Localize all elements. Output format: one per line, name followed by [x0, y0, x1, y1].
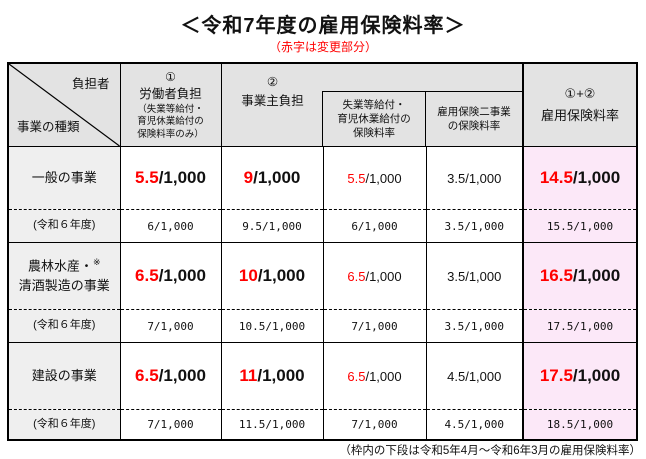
previous-rate-cell: 3.5/1,000 — [425, 209, 524, 243]
change-note: （赤字は変更部分） — [268, 40, 377, 54]
previous-year-label: (令和６年度) — [7, 309, 121, 343]
previous-rate-cell: 7/1,000 — [119, 309, 222, 343]
employer-two-services-rate-cell: 4.5/1,000 — [425, 342, 524, 410]
previous-total-rate-cell: 17.5/1,000 — [522, 309, 638, 343]
table-row-general: 一般の事業 5.5/1,000 9/1,000 5.5/1,000 3.5/1,… — [7, 146, 638, 210]
employer-benefit-rate-cell: 6.5/1,000 — [322, 242, 427, 310]
diagonal-divider — [9, 64, 119, 146]
previous-rate-cell: 7/1,000 — [322, 309, 427, 343]
total-rate-cell: 14.5/1,000 — [522, 146, 638, 210]
total-rate-cell: 16.5/1,000 — [522, 242, 638, 310]
total-rate-header: ①+② 雇用保険料率 — [522, 62, 638, 147]
previous-rate-cell: 7/1,000 — [322, 409, 427, 441]
employer-two-services-rate-cell: 3.5/1,000 — [425, 242, 524, 310]
previous-rate-cell: 3.5/1,000 — [425, 309, 524, 343]
table-row-agriculture: 農林水産・※ 清酒製造の事業 6.5/1,000 10/1,000 6.5/1,… — [7, 242, 638, 310]
employer-rate-cell: 11/1,000 — [220, 342, 324, 410]
insurance-rate-table: 負担者 事業の種類 ① 労働者負担 （失業等給付・ 育児休業給付の 保険料率のみ… — [7, 62, 638, 441]
previous-year-row: (令和６年度) 7/1,000 11.5/1,000 7/1,000 4.5/1… — [7, 409, 638, 441]
worker-burden-note: （失業等給付・ 育児休業給付の 保険料率のみ） — [137, 104, 204, 140]
page-title: ＜令和7年度の雇用保険料率＞ — [180, 15, 466, 37]
business-type-label: 農林水産・※ 清酒製造の事業 — [7, 242, 121, 310]
business-kind-label: 事業の種類 — [17, 120, 80, 134]
previous-rate-cell: 6/1,000 — [322, 209, 427, 243]
worker-rate-cell: 6.5/1,000 — [119, 342, 222, 410]
previous-rate-cell: 7/1,000 — [119, 409, 222, 441]
previous-year-label: (令和６年度) — [7, 209, 121, 243]
business-type-label: 一般の事業 — [7, 146, 121, 210]
previous-year-row: (令和６年度) 7/1,000 10.5/1,000 7/1,000 3.5/1… — [7, 309, 638, 343]
total-rate-title: 雇用保険料率 — [540, 108, 619, 123]
employer-benefit-rate-cell: 5.5/1,000 — [322, 146, 427, 210]
business-type-label: 建設の事業 — [7, 342, 121, 410]
previous-year-label: (令和６年度) — [7, 409, 121, 441]
employer-burden-header: ② 事業主負担 失業等給付・ 育児休業給付の 保険料率 雇用保険二事業 の保険料… — [220, 62, 524, 147]
previous-year-row: (令和６年度) 6/1,000 9.5/1,000 6/1,000 3.5/1,… — [7, 209, 638, 243]
previous-rate-cell: 6/1,000 — [119, 209, 222, 243]
previous-rate-cell: 11.5/1,000 — [220, 409, 324, 441]
total-rate-cell: 17.5/1,000 — [522, 342, 638, 410]
worker-rate-cell: 6.5/1,000 — [119, 242, 222, 310]
employer-burden-title: 事業主負担 — [241, 93, 304, 108]
header-row: 負担者 事業の種類 ① 労働者負担 （失業等給付・ 育児休業給付の 保険料率のみ… — [7, 62, 638, 147]
two-services-rate-subheader: 雇用保険二事業 の保険料率 — [425, 92, 522, 146]
benefit-rate-subheader: 失業等給付・ 育児休業給付の 保険料率 — [322, 92, 425, 146]
total-rate-number: ①+② — [564, 85, 596, 101]
employer-rate-cell: 10/1,000 — [220, 242, 324, 310]
previous-total-rate-cell: 15.5/1,000 — [522, 209, 638, 243]
previous-rate-cell: 4.5/1,000 — [425, 409, 524, 441]
corner-cell: 負担者 事業の種類 — [7, 62, 121, 147]
previous-rate-cell: 9.5/1,000 — [220, 209, 324, 243]
table-row-construction: 建設の事業 6.5/1,000 11/1,000 6.5/1,000 4.5/1… — [7, 342, 638, 410]
previous-total-rate-cell: 18.5/1,000 — [522, 409, 638, 441]
worker-burden-number: ① — [165, 69, 176, 84]
previous-rate-cell: 10.5/1,000 — [220, 309, 324, 343]
employer-two-services-rate-cell: 3.5/1,000 — [425, 146, 524, 210]
footnote: （枠内の下段は令和5年4月～令和6年3月の雇用保険料率） — [339, 445, 641, 457]
worker-rate-cell: 5.5/1,000 — [119, 146, 222, 210]
worker-burden-header: ① 労働者負担 （失業等給付・ 育児休業給付の 保険料率のみ） — [119, 62, 222, 147]
worker-burden-title: 労働者負担 — [139, 86, 202, 101]
note-mark: ※ — [92, 257, 101, 268]
employer-benefit-rate-cell: 6.5/1,000 — [322, 342, 427, 410]
burden-label: 負担者 — [71, 77, 110, 91]
employer-burden-number: ② — [266, 75, 279, 89]
employer-rate-cell: 9/1,000 — [220, 146, 324, 210]
